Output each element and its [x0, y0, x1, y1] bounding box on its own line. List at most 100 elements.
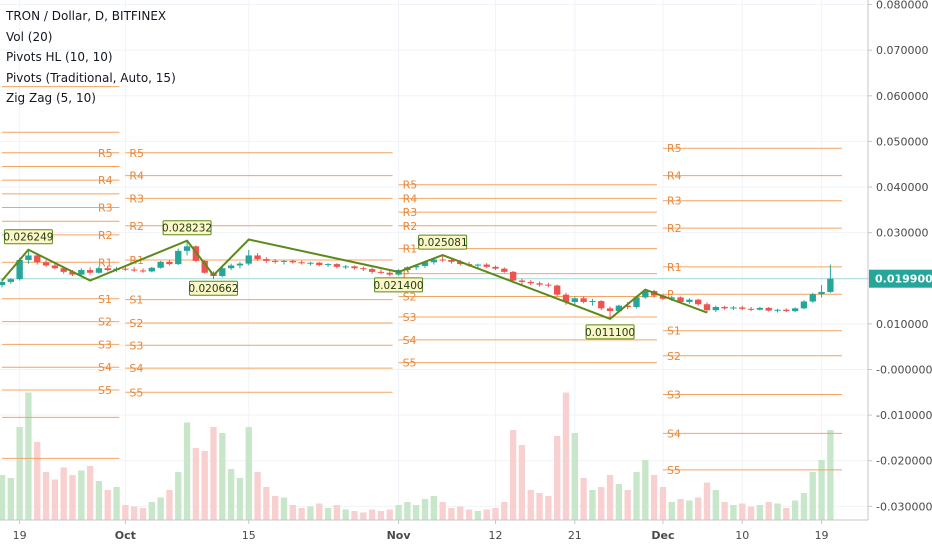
- volume-bar: [483, 509, 490, 520]
- pivot-label-s3: S3: [129, 339, 143, 352]
- volume-bar: [756, 505, 764, 520]
- volume-bar: [395, 505, 402, 520]
- zigzag-label-box: [418, 234, 468, 250]
- legend-zigzag[interactable]: Zig Zag (5, 10): [6, 91, 96, 105]
- pivot-label-r5: R5: [667, 142, 682, 155]
- volume-bar: [175, 472, 182, 520]
- zigzag-label-text: 0.025081: [418, 237, 468, 249]
- candle-body: [536, 283, 543, 285]
- volume-bar: [580, 478, 587, 520]
- candle-body: [131, 269, 138, 271]
- pivot-label-s2: S2: [98, 316, 112, 329]
- pivot-label-s2: S2: [667, 350, 681, 363]
- volume-bar: [34, 442, 41, 520]
- volume-bar: [298, 508, 305, 520]
- zigzag-label: 0.021400: [374, 277, 424, 293]
- volume-bar: [16, 427, 23, 520]
- volume-bar: [721, 502, 728, 520]
- volume-bar: [413, 505, 420, 520]
- volume-bar: [624, 490, 631, 520]
- candle-body: [633, 297, 640, 307]
- volume-bar: [492, 508, 499, 520]
- volume-bar: [157, 497, 164, 520]
- pivot-label-p: P: [667, 288, 674, 301]
- time-tick-label: Oct: [115, 529, 136, 542]
- volume-bar: [280, 497, 288, 520]
- candle-body: [677, 297, 684, 302]
- candle-body: [78, 270, 85, 275]
- pivot-label-r5: R5: [129, 147, 144, 160]
- zigzag-label-box: [3, 229, 53, 245]
- candle-body: [554, 285, 561, 295]
- candle-body: [695, 299, 702, 305]
- candle-body: [747, 308, 755, 310]
- candle-body: [289, 260, 296, 263]
- legend-volume[interactable]: Vol (20): [6, 29, 53, 44]
- chart-legend: TRON / Dollar, D, BITFINEX Vol (20) Pivo…: [6, 6, 176, 109]
- volume-bar: [86, 466, 94, 520]
- time-tick-label: 21: [568, 529, 582, 542]
- zigzag-label-text: 0.011100: [585, 327, 635, 339]
- candle-body: [342, 266, 349, 268]
- pivot-label-s2: S2: [403, 290, 417, 303]
- candle-body: [668, 297, 675, 299]
- volume-bar: [245, 427, 252, 520]
- last-price-label: 0.019900: [875, 273, 932, 286]
- candle-body: [439, 259, 446, 261]
- zigzag-label: 0.011100: [585, 324, 635, 340]
- volume-bar: [192, 448, 200, 520]
- volume-bar: [333, 505, 341, 520]
- volume-bar: [598, 487, 605, 520]
- volume-bar: [439, 502, 446, 520]
- volume-bar: [712, 490, 719, 520]
- pivot-label-s1: S1: [98, 293, 112, 306]
- candle-body: [686, 299, 693, 302]
- candle-body: [280, 260, 288, 262]
- volume-bar: [342, 509, 349, 520]
- pivot-label-r3: R3: [129, 192, 144, 205]
- volume-bar: [589, 490, 596, 520]
- candle-body: [272, 260, 279, 262]
- pivot-label-r2: R2: [667, 222, 682, 235]
- zigzag-label: 0.025081: [418, 234, 468, 250]
- volume-bar: [377, 511, 385, 520]
- volume-bar: [783, 508, 790, 520]
- candle-body: [430, 259, 437, 263]
- candle-body: [25, 255, 32, 260]
- volume-bar: [139, 508, 147, 520]
- candle-body: [245, 255, 252, 264]
- time-tick-label: 15: [242, 529, 256, 542]
- volume-bar: [324, 508, 332, 520]
- candle-body: [756, 307, 764, 310]
- price-tick-label: 0.080000: [876, 0, 929, 12]
- candle-body: [236, 263, 244, 266]
- candle-body: [368, 269, 376, 272]
- legend-pivots-hl[interactable]: Pivots HL (10, 10): [6, 50, 113, 64]
- volume-bar: [765, 502, 772, 520]
- candle-body: [7, 279, 14, 282]
- candle-body: [254, 255, 261, 260]
- candle-body: [42, 262, 50, 266]
- volume-bar: [677, 499, 684, 520]
- candle-body: [139, 270, 147, 272]
- last-price-tag: [869, 269, 932, 288]
- volume-bar: [78, 470, 85, 520]
- volume-bar: [60, 467, 67, 520]
- volume-bar: [642, 460, 649, 520]
- zigzag-label: 0.020662: [188, 280, 239, 296]
- legend-symbol-title[interactable]: TRON / Dollar, D, BITFINEX: [6, 9, 167, 23]
- pivot-label-r4: R4: [129, 170, 144, 183]
- volume-bar: [95, 481, 103, 520]
- volume-bar: [703, 482, 711, 520]
- candle-body: [527, 281, 534, 284]
- candle-body: [571, 298, 578, 302]
- candle-body: [703, 304, 711, 311]
- pivot-label-s2: S2: [129, 317, 143, 330]
- legend-pivots-traditional[interactable]: Pivots (Traditional, Auto, 15): [6, 70, 176, 85]
- pivot-label-s4: S4: [667, 427, 681, 440]
- price-tick-label: -0.020000: [876, 455, 932, 468]
- volume-bar: [219, 433, 226, 520]
- pivot-label-r2: R2: [98, 229, 113, 242]
